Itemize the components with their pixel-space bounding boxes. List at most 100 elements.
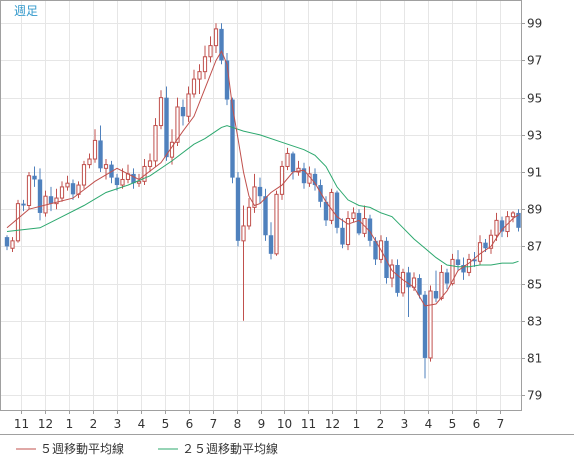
candle: [37, 168, 43, 221]
x-tick-label: 4: [138, 417, 146, 431]
x-tick-label: 9: [258, 417, 266, 431]
candle-body-down: [499, 220, 505, 232]
candle: [120, 168, 125, 189]
candle-body-down: [356, 212, 362, 234]
candle-body-down: [472, 259, 477, 262]
candle-body-down: [257, 186, 263, 197]
y-tick-label: 95: [527, 92, 542, 106]
y-tick-label: 81: [527, 352, 542, 366]
y-tick-label: 97: [527, 54, 542, 68]
candle-body-down: [48, 196, 54, 204]
candle-body-up: [279, 165, 285, 195]
y-tick-label: 89: [527, 203, 542, 217]
y-axis-ticks: 79 81 83 85 87 89 91 93 95 97 99: [521, 17, 542, 403]
candle: [329, 188, 334, 225]
candle: [202, 45, 208, 80]
candle: [191, 69, 197, 98]
x-tick-label: 10: [277, 417, 292, 431]
candle: [356, 209, 362, 236]
legend-label-ma5: ５週移動平均線: [40, 441, 124, 456]
candle: [186, 86, 191, 122]
x-tick-label: 12: [38, 417, 53, 431]
candle: [235, 172, 241, 247]
candle: [268, 222, 274, 260]
candle-body-down: [323, 201, 329, 221]
candle-body-up: [59, 186, 65, 199]
candle-body-up: [296, 167, 301, 173]
candle-body-up: [329, 191, 334, 221]
candle: [147, 153, 153, 173]
candle-body-up: [208, 45, 213, 58]
candle-body-down: [455, 259, 461, 265]
candle-body-up: [285, 152, 290, 167]
candle-body-up: [26, 175, 32, 207]
candle-body-down: [4, 237, 10, 247]
candle: [246, 198, 252, 230]
candle: [70, 179, 76, 200]
candle: [488, 229, 494, 254]
candle: [340, 218, 345, 249]
candle-body-up: [246, 206, 252, 227]
y-tick-label: 79: [527, 389, 542, 403]
candle: [180, 99, 186, 126]
candle: [301, 162, 307, 189]
y-tick-label: 87: [527, 240, 542, 254]
candle-body-down: [334, 192, 340, 228]
x-axis-ticks: 11 12 1 2 3 4 5 6 7 8 9 10 11 12 1 2 3 4 5 6 7: [14, 410, 504, 431]
candle: [274, 190, 279, 256]
candle: [103, 159, 109, 180]
candle-body-up: [92, 139, 98, 160]
candle-body-up: [477, 242, 483, 262]
x-tick-label: 6: [473, 417, 481, 431]
candle: [444, 268, 450, 290]
x-tick-label: 7: [210, 417, 218, 431]
candle: [516, 209, 521, 232]
candle-body-up: [274, 193, 279, 255]
candle-body-down: [98, 140, 103, 169]
candle-body-down: [483, 242, 488, 249]
x-tick-label: 5: [449, 417, 457, 431]
x-tick-label: 11: [301, 417, 316, 431]
candle: [224, 53, 230, 106]
candle: [296, 160, 301, 176]
candle-body-up: [103, 164, 109, 169]
x-tick-label: 7: [497, 417, 505, 431]
candle-body-down: [235, 177, 241, 241]
candle-body-up: [147, 160, 153, 167]
x-tick-label: 6: [186, 417, 194, 431]
x-tick-label: 1: [66, 417, 74, 431]
candle-body-down: [114, 177, 120, 186]
candle-body-up: [213, 28, 219, 47]
candle: [87, 153, 92, 169]
candle-body-up: [439, 271, 444, 299]
candle-body-down: [406, 272, 411, 288]
candle-body-up: [428, 290, 433, 359]
candle: [158, 90, 164, 130]
candle-body-up: [136, 180, 142, 184]
candle: [285, 147, 290, 171]
candle-body-up: [510, 212, 516, 218]
candle: [92, 129, 98, 163]
candle: [153, 118, 158, 167]
candle: [213, 23, 219, 54]
candle: [252, 173, 257, 213]
candle: [21, 199, 26, 212]
x-tick-label: 12: [325, 417, 340, 431]
x-tick-label: 11: [14, 417, 29, 431]
candle-body-up: [202, 56, 208, 73]
candle: [477, 235, 483, 265]
candle: [433, 270, 439, 303]
legend: ５週移動平均線 ２５週移動平均線: [16, 441, 278, 456]
candle: [175, 97, 180, 147]
candle-body-down: [373, 240, 378, 260]
candle: [312, 168, 318, 191]
candle: [65, 175, 70, 191]
candle-body-down: [263, 196, 268, 236]
candle-body-down: [444, 272, 450, 284]
candle-body-down: [395, 264, 400, 293]
candle-body-up: [345, 218, 351, 246]
candle-body-down: [230, 99, 235, 178]
candle: [10, 237, 15, 252]
candle-body-up: [494, 219, 499, 236]
